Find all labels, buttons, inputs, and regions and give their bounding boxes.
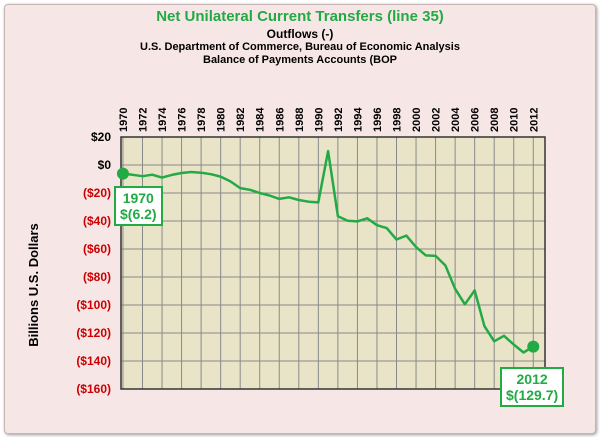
- x-tick-label: 1998: [392, 108, 404, 132]
- x-tick-label: 2012: [528, 108, 540, 132]
- y-tick-label: ($160): [76, 382, 111, 396]
- y-tick-label: $0: [98, 158, 112, 172]
- x-tick-label: 1992: [333, 108, 345, 132]
- x-tick-label: 1972: [137, 108, 149, 132]
- end-year-label: 2012: [516, 371, 548, 387]
- chart-source-detail: Balance of Payments Accounts (BOP: [203, 54, 397, 66]
- y-tick-label: ($120): [76, 326, 111, 340]
- series-line: [122, 149, 534, 354]
- end-value-callout: 2012 $(129.7): [500, 367, 565, 407]
- start-value-label: $(6.2): [120, 206, 157, 222]
- chart-subtitle: Outflows (-): [266, 27, 334, 41]
- y-tick-label: ($80): [83, 270, 111, 284]
- x-tick-label: 2010: [509, 108, 521, 132]
- x-tick-label: 1990: [313, 108, 325, 132]
- x-tick-label: 2006: [470, 108, 482, 132]
- start-year-label: 1970: [122, 190, 154, 206]
- plot-border: [120, 136, 546, 390]
- chart-title: Net Unilateral Current Transfers (line 3…: [156, 8, 444, 25]
- x-tick-label: 1994: [352, 107, 364, 132]
- x-tick-label: 1988: [294, 108, 306, 132]
- x-tick-label: 1970: [118, 108, 130, 132]
- x-tick-label: 1978: [196, 108, 208, 132]
- y-tick-label: $20: [91, 130, 111, 144]
- y-tick-label: ($20): [83, 186, 111, 200]
- y-tick-label: ($60): [83, 242, 111, 256]
- x-tick-label: 2002: [431, 108, 443, 132]
- y-tick-label: ($100): [76, 298, 111, 312]
- x-tick-label: 1984: [255, 107, 267, 132]
- end-value-label: $(129.7): [506, 387, 559, 403]
- x-tick-label: 2008: [489, 108, 501, 132]
- y-tick-label: ($40): [83, 214, 111, 228]
- x-tick-label: 2004: [450, 107, 462, 132]
- x-tick-label: 2000: [411, 108, 423, 132]
- y-axis-label: Billions U.S. Dollars: [26, 223, 41, 347]
- start-value-callout: 1970 $(6.2): [114, 186, 163, 226]
- x-tick-label: 1980: [216, 108, 228, 132]
- start-point-marker: [116, 167, 129, 180]
- end-point-marker: [527, 340, 540, 353]
- x-tick-label: 1996: [372, 108, 384, 132]
- plot-area: [121, 137, 545, 389]
- x-tick-label: 1982: [235, 108, 247, 132]
- x-tick-label: 1986: [274, 108, 286, 132]
- y-tick-label: ($140): [76, 354, 111, 368]
- chart-source: U.S. Department of Commerce, Bureau of E…: [140, 41, 460, 53]
- x-tick-label: 1976: [177, 108, 189, 132]
- x-tick-label: 1974: [157, 107, 169, 132]
